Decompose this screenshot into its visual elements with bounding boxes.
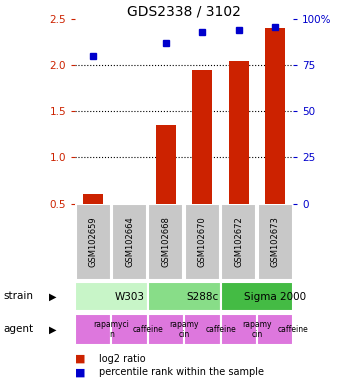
Text: ▶: ▶ <box>49 324 57 334</box>
Bar <box>156 125 176 204</box>
Text: ■: ■ <box>75 367 86 377</box>
Bar <box>148 282 221 311</box>
Text: GSM102670: GSM102670 <box>198 217 207 267</box>
Bar <box>257 314 293 345</box>
Bar <box>192 70 212 204</box>
Bar <box>229 61 249 204</box>
Text: GSM102672: GSM102672 <box>234 217 243 267</box>
Text: rapamyci
n: rapamyci n <box>93 320 129 339</box>
Text: ▶: ▶ <box>49 291 57 301</box>
Text: S288c: S288c <box>186 291 219 302</box>
Text: strain: strain <box>3 291 33 301</box>
Text: log2 ratio: log2 ratio <box>99 354 146 364</box>
Bar <box>184 314 221 345</box>
Bar <box>265 28 285 204</box>
Bar <box>148 314 184 345</box>
Bar <box>221 204 256 280</box>
Text: caffeine: caffeine <box>278 325 309 334</box>
Text: caffeine: caffeine <box>205 325 236 334</box>
Bar <box>185 204 220 280</box>
Bar <box>83 194 103 204</box>
Text: GSM102668: GSM102668 <box>161 217 170 267</box>
Title: GDS2338 / 3102: GDS2338 / 3102 <box>127 4 241 18</box>
Text: rapamy
cin: rapamy cin <box>169 320 199 339</box>
Bar <box>75 282 148 311</box>
Text: GSM102673: GSM102673 <box>270 217 280 267</box>
Bar <box>112 204 147 280</box>
Text: caffeine: caffeine <box>132 325 163 334</box>
Text: GSM102659: GSM102659 <box>89 217 98 267</box>
Bar <box>257 204 293 280</box>
Text: Sigma 2000: Sigma 2000 <box>244 291 306 302</box>
Text: GSM102664: GSM102664 <box>125 217 134 267</box>
Bar <box>76 204 111 280</box>
Text: ■: ■ <box>75 354 86 364</box>
Bar <box>75 314 112 345</box>
Bar <box>221 314 257 345</box>
Bar <box>112 314 148 345</box>
Text: agent: agent <box>3 324 33 334</box>
Text: percentile rank within the sample: percentile rank within the sample <box>99 367 264 377</box>
Text: W303: W303 <box>115 291 145 302</box>
Bar <box>221 282 293 311</box>
Bar <box>148 204 183 280</box>
Text: rapamy
cin: rapamy cin <box>242 320 272 339</box>
